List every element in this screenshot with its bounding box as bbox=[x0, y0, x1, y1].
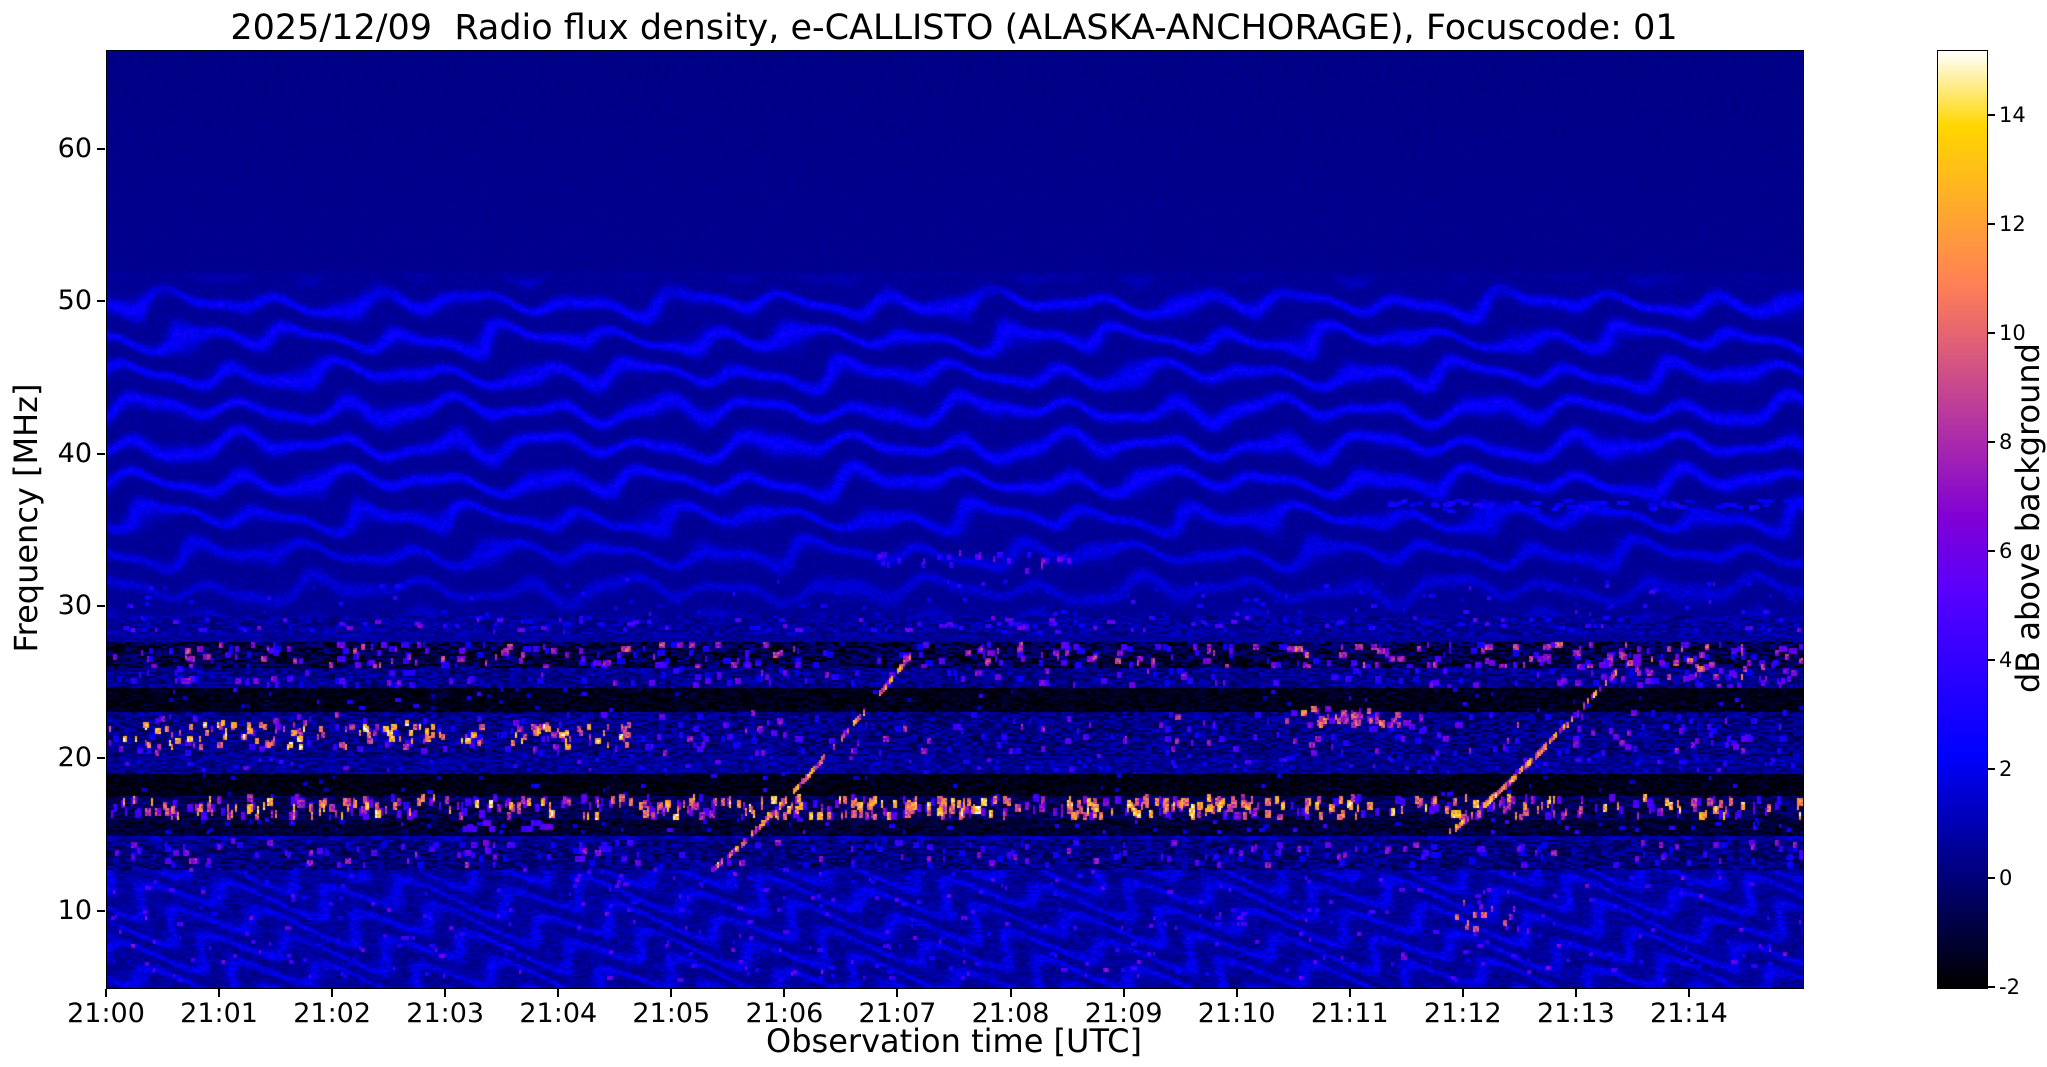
colorbar-tick-mark bbox=[1988, 550, 1995, 553]
y-tick-label: 40 bbox=[57, 437, 92, 469]
x-tick-label: 21:14 bbox=[1650, 998, 1728, 1029]
colorbar-tick-mark bbox=[1988, 877, 1995, 880]
x-tick-label: 21:02 bbox=[293, 998, 372, 1029]
x-tick-mark bbox=[1687, 989, 1690, 997]
colorbar-tick-label: 12 bbox=[1999, 212, 2026, 237]
y-tick-label: 20 bbox=[57, 742, 92, 774]
y-tick-mark bbox=[97, 605, 105, 608]
x-tick-label: 21:09 bbox=[1084, 998, 1163, 1029]
x-tick-label: 21:11 bbox=[1310, 998, 1389, 1029]
colorbar-label: dB above background bbox=[2009, 343, 2047, 693]
colorbar-tick-label: 0 bbox=[1999, 866, 2013, 891]
x-tick-label: 21:12 bbox=[1423, 998, 1502, 1029]
colorbar-tick-label: 2 bbox=[1999, 757, 2013, 782]
x-tick-mark bbox=[896, 989, 899, 997]
y-tick-label: 10 bbox=[57, 894, 92, 926]
x-tick-mark bbox=[444, 989, 447, 997]
x-tick-mark bbox=[783, 989, 786, 997]
x-tick-mark bbox=[105, 989, 107, 997]
colorbar-tick-mark bbox=[1988, 332, 1995, 335]
y-tick-label: 30 bbox=[57, 590, 92, 622]
y-tick-label: 60 bbox=[57, 133, 92, 165]
colorbar-tick-label: -2 bbox=[1999, 975, 2020, 999]
x-tick-label: 21:06 bbox=[745, 998, 824, 1029]
y-tick-mark bbox=[97, 909, 105, 912]
x-tick-label: 21:03 bbox=[406, 998, 485, 1029]
x-tick-label: 21:13 bbox=[1536, 998, 1615, 1029]
colorbar-tick-label: 4 bbox=[1999, 648, 2013, 673]
x-tick-mark bbox=[1122, 989, 1125, 997]
x-tick-label: 21:04 bbox=[519, 998, 598, 1029]
x-tick-label: 21:01 bbox=[180, 998, 258, 1029]
x-tick-mark bbox=[1461, 989, 1464, 997]
colorbar-tick-mark bbox=[1988, 114, 1995, 117]
x-tick-label: 21:05 bbox=[632, 998, 711, 1029]
colorbar-canvas bbox=[1937, 50, 1988, 989]
y-tick-mark bbox=[97, 300, 105, 303]
x-tick-mark bbox=[218, 989, 221, 997]
x-tick-label: 21:08 bbox=[971, 998, 1050, 1029]
colorbar-tick-label: 6 bbox=[1999, 539, 2013, 564]
x-tick-label: 21:00 bbox=[67, 998, 145, 1029]
x-tick-mark bbox=[1235, 989, 1238, 997]
x-tick-mark bbox=[1348, 989, 1351, 997]
y-tick-mark bbox=[97, 148, 105, 151]
x-tick-label: 21:07 bbox=[858, 998, 937, 1029]
colorbar-tick-mark bbox=[1988, 441, 1995, 444]
x-axis-label: Observation time [UTC] bbox=[766, 1022, 1142, 1060]
x-tick-label: 21:10 bbox=[1197, 998, 1276, 1029]
x-tick-mark bbox=[1574, 989, 1577, 997]
x-tick-mark bbox=[1009, 989, 1012, 997]
y-tick-mark bbox=[97, 452, 105, 455]
colorbar-tick-mark bbox=[1988, 223, 1995, 226]
colorbar-tick-label: 8 bbox=[1999, 430, 2013, 455]
x-tick-mark bbox=[557, 989, 560, 997]
spectrogram-canvas bbox=[106, 50, 1804, 989]
colorbar-tick-label: 10 bbox=[1999, 321, 2026, 346]
colorbar-tick-mark bbox=[1988, 986, 1995, 988]
x-tick-mark bbox=[331, 989, 334, 997]
colorbar-tick-label: 14 bbox=[1999, 103, 2026, 128]
x-tick-mark bbox=[670, 989, 673, 997]
y-tick-mark bbox=[97, 757, 105, 760]
chart-title: 2025/12/09 Radio flux density, e-CALLIST… bbox=[230, 8, 1678, 48]
y-tick-label: 50 bbox=[57, 285, 92, 317]
colorbar-tick-mark bbox=[1988, 768, 1995, 771]
colorbar-tick-mark bbox=[1988, 659, 1995, 662]
